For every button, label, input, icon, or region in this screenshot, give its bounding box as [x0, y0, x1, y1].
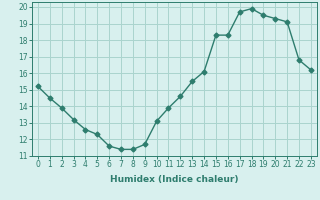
X-axis label: Humidex (Indice chaleur): Humidex (Indice chaleur)	[110, 175, 239, 184]
